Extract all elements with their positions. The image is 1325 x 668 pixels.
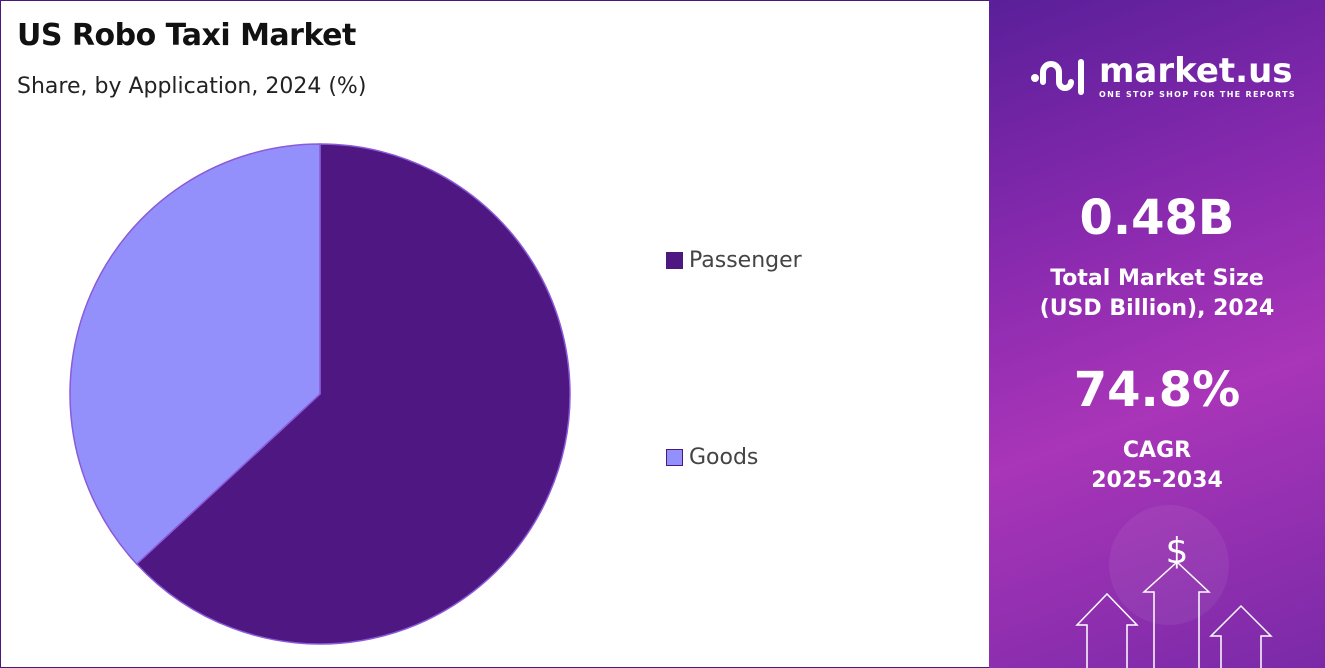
pie-slice-passenger (135, 143, 571, 645)
chart-title: US Robo Taxi Market (17, 18, 356, 53)
cagr-value: 74.8% (1073, 362, 1241, 418)
pie-chart (69, 143, 571, 645)
brand-tagline: ONE STOP SHOP FOR THE REPORTS (1099, 89, 1296, 99)
legend-label-goods: Goods (689, 445, 759, 470)
legend-label-passenger: Passenger (689, 248, 802, 273)
legend-item-goods: Goods (666, 445, 758, 470)
cagr-label-line1: CAGR (1122, 438, 1192, 463)
pie-slice-goods (69, 143, 321, 566)
brand-name: market.us (1099, 50, 1293, 91)
chart-subtitle: Share, by Application, 2024 (%) (17, 74, 367, 99)
legend-swatch-goods (666, 449, 683, 466)
cagr-label-line2: 2025-2034 (1091, 468, 1223, 493)
summary-panel: $ market.us ONE STOP SHOP FOR THE REPORT… (989, 0, 1325, 668)
logo-mark-icon (1031, 59, 1084, 95)
market-size-label-line1: Total Market Size (1050, 266, 1264, 291)
market-size-label-line2: (USD Billion), 2024 (1039, 296, 1275, 321)
market-us-logo: market.us ONE STOP SHOP FOR THE REPORTS (1029, 52, 1296, 100)
growth-arrows-decoration: $ (1075, 505, 1273, 668)
legend-item-passenger: Passenger (666, 248, 802, 273)
legend-swatch-passenger (666, 252, 683, 269)
market-size-value: 0.48B (1079, 190, 1235, 246)
dollar-icon: $ (1166, 531, 1189, 572)
